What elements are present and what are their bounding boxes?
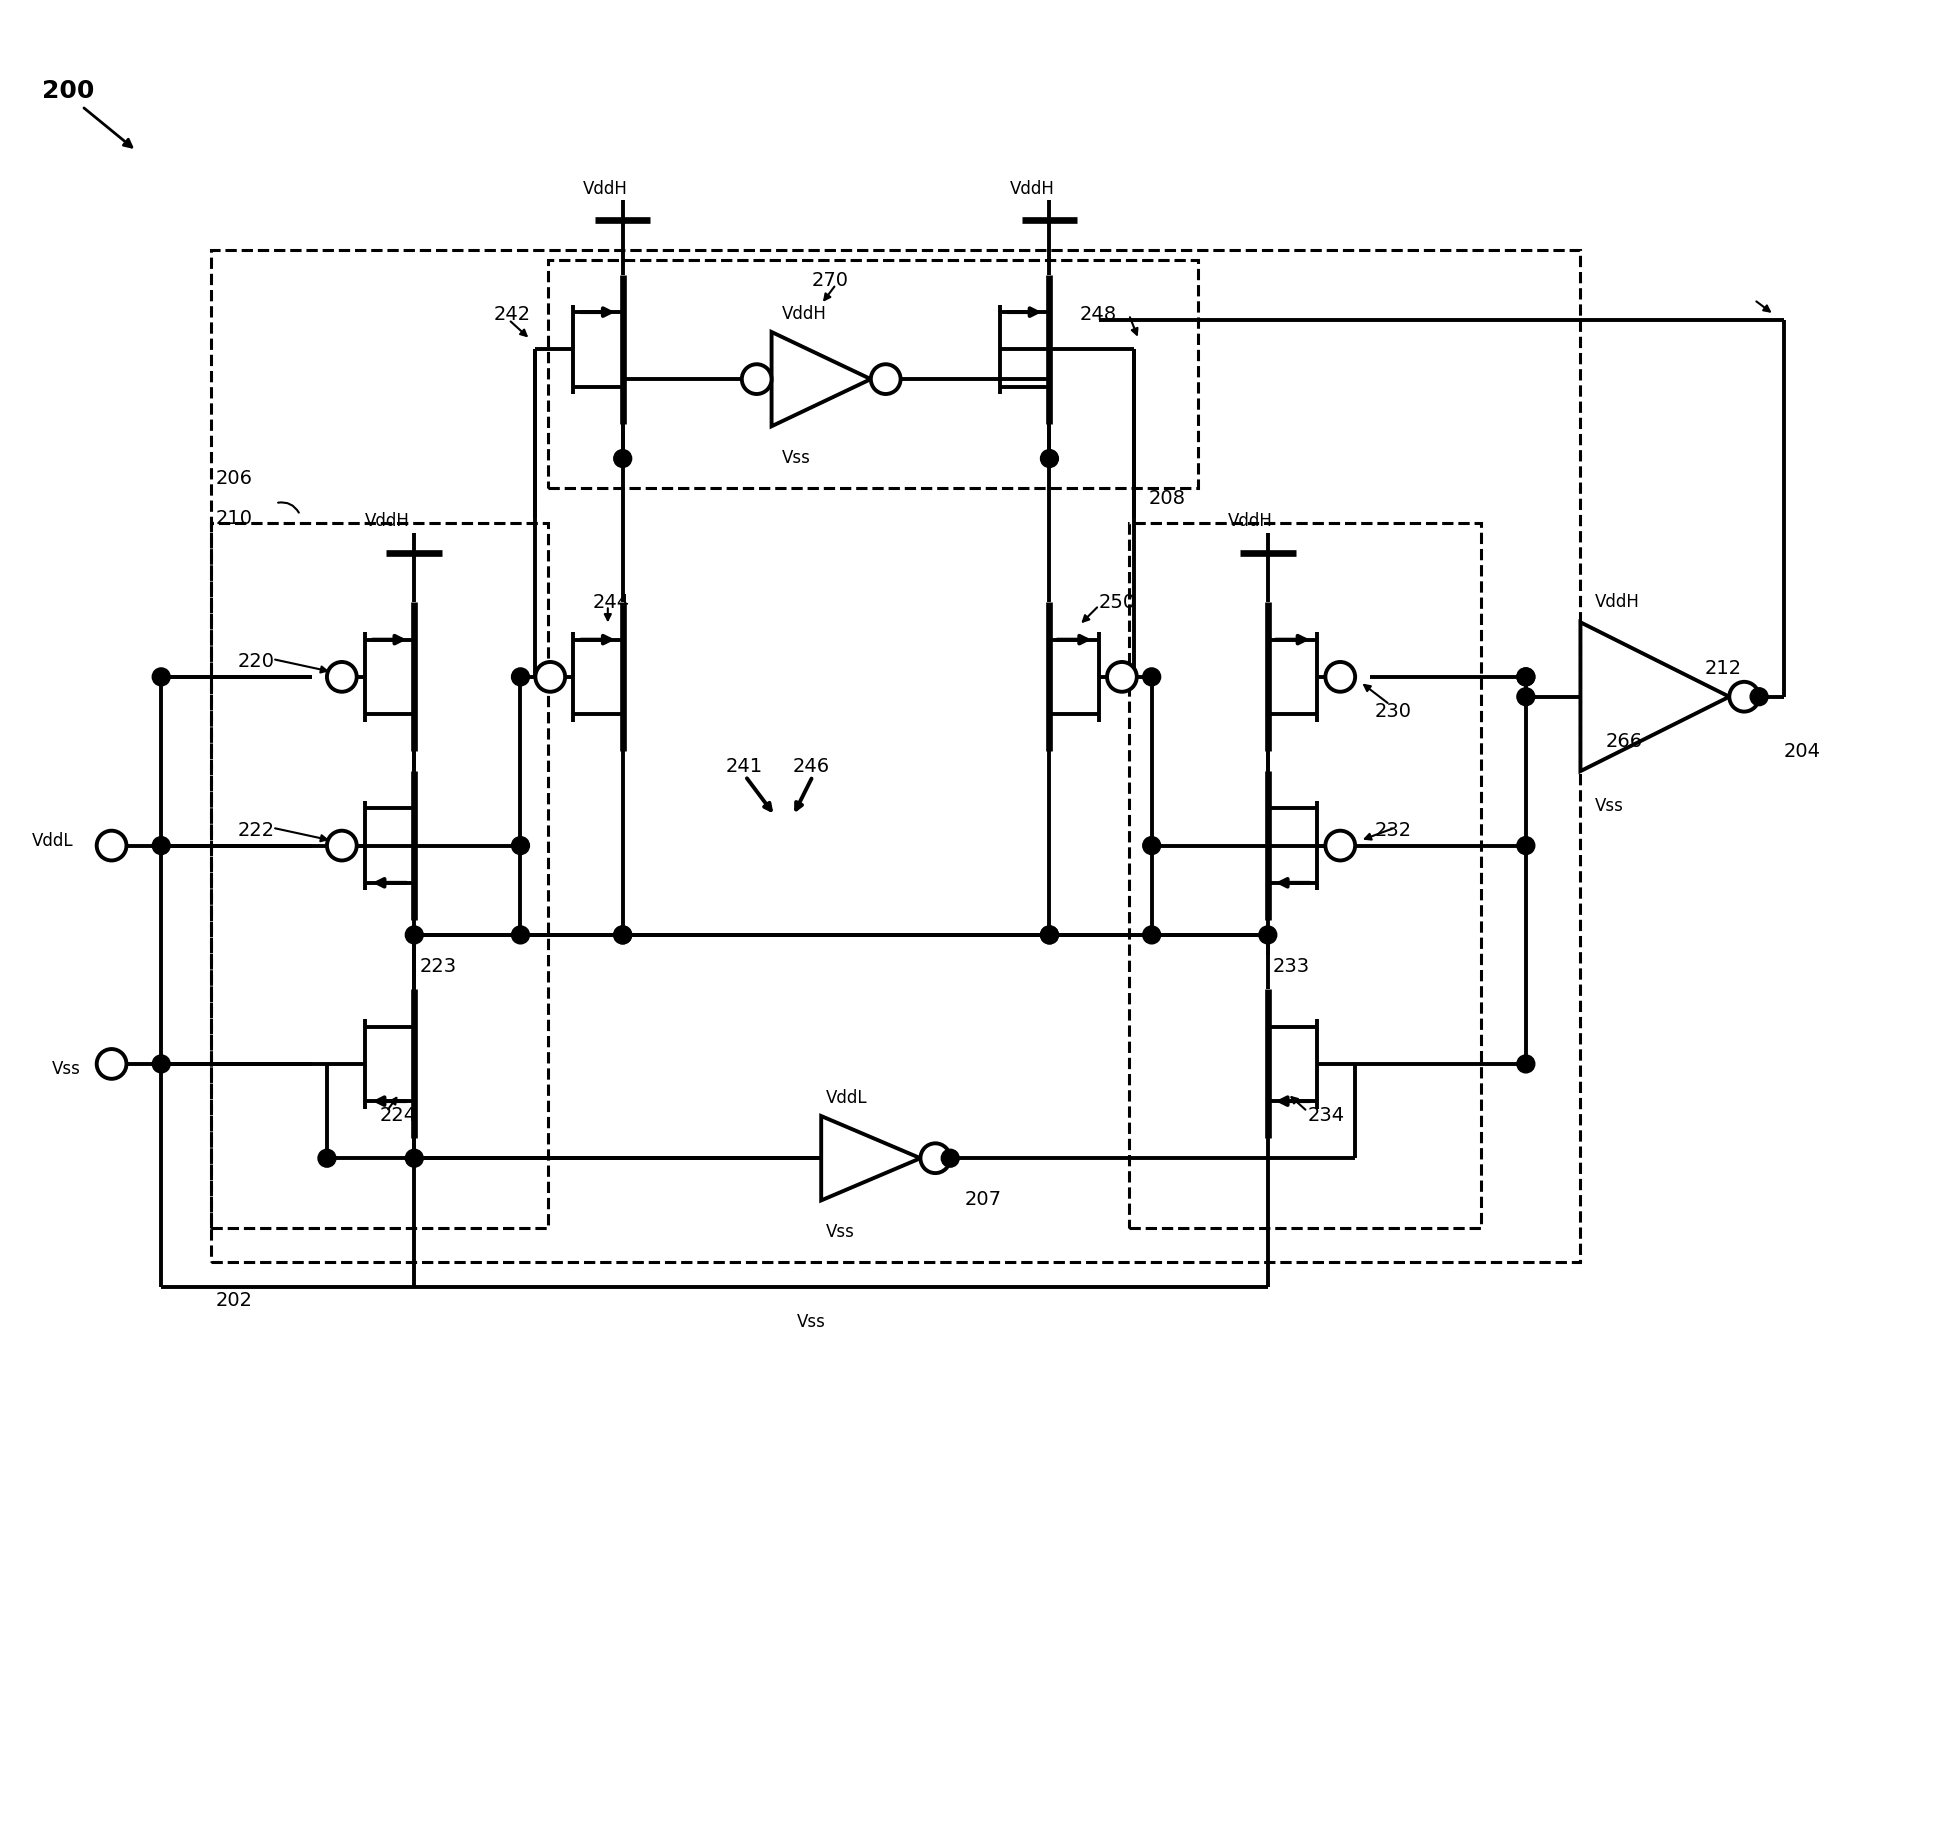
Text: 202: 202 xyxy=(215,1292,252,1310)
Text: 210: 210 xyxy=(215,509,252,528)
Bar xyxy=(211,251,1579,1262)
Text: 244: 244 xyxy=(593,592,630,613)
Text: 233: 233 xyxy=(1272,958,1309,976)
Circle shape xyxy=(327,662,356,692)
Text: 208: 208 xyxy=(1149,489,1186,507)
Text: 223: 223 xyxy=(419,958,456,976)
Circle shape xyxy=(96,830,127,860)
Text: VddH: VddH xyxy=(583,179,628,197)
Text: VddH: VddH xyxy=(1595,594,1640,611)
Circle shape xyxy=(1258,926,1276,945)
Bar xyxy=(211,522,548,1227)
Circle shape xyxy=(1143,926,1161,945)
Text: 266: 266 xyxy=(1605,732,1642,751)
Text: 200: 200 xyxy=(43,79,94,103)
Text: VddH: VddH xyxy=(1010,179,1055,197)
Text: Vss: Vss xyxy=(796,1314,826,1330)
Text: 206: 206 xyxy=(215,469,252,487)
Text: 250: 250 xyxy=(1098,592,1135,613)
Circle shape xyxy=(153,1055,170,1072)
Text: VddH: VddH xyxy=(1227,513,1272,530)
Circle shape xyxy=(1728,683,1757,712)
Circle shape xyxy=(941,1149,959,1168)
Circle shape xyxy=(613,450,632,467)
Circle shape xyxy=(96,1050,127,1079)
Circle shape xyxy=(1517,1055,1534,1072)
Text: 242: 242 xyxy=(493,304,530,325)
Text: 232: 232 xyxy=(1374,821,1411,839)
Circle shape xyxy=(317,1149,337,1168)
Circle shape xyxy=(405,1149,423,1168)
Circle shape xyxy=(1143,836,1161,854)
Text: VddL: VddL xyxy=(826,1089,867,1107)
Circle shape xyxy=(511,926,528,945)
Text: 204: 204 xyxy=(1783,742,1820,760)
Circle shape xyxy=(1039,450,1059,467)
Bar xyxy=(1129,522,1479,1227)
Text: 220: 220 xyxy=(237,653,274,672)
Circle shape xyxy=(511,836,528,854)
Circle shape xyxy=(1039,926,1059,945)
Circle shape xyxy=(742,363,771,395)
Circle shape xyxy=(1325,662,1354,692)
Circle shape xyxy=(1517,668,1534,686)
Circle shape xyxy=(871,363,900,395)
Text: 270: 270 xyxy=(810,271,847,290)
Circle shape xyxy=(534,662,566,692)
Text: VddH: VddH xyxy=(364,513,409,530)
Circle shape xyxy=(920,1144,949,1173)
Circle shape xyxy=(1517,836,1534,854)
Circle shape xyxy=(1039,926,1059,945)
Circle shape xyxy=(153,668,170,686)
Text: VddH: VddH xyxy=(781,304,826,323)
Circle shape xyxy=(153,836,170,854)
Text: 248: 248 xyxy=(1078,304,1115,325)
Circle shape xyxy=(613,926,632,945)
Circle shape xyxy=(327,830,356,860)
Text: 241: 241 xyxy=(724,756,761,775)
Circle shape xyxy=(1750,688,1767,705)
Circle shape xyxy=(613,926,632,945)
Bar xyxy=(548,260,1198,489)
Text: 207: 207 xyxy=(965,1190,1002,1208)
Text: 234: 234 xyxy=(1307,1105,1344,1125)
Circle shape xyxy=(1517,688,1534,705)
Circle shape xyxy=(1325,830,1354,860)
Circle shape xyxy=(1106,662,1137,692)
Text: 230: 230 xyxy=(1374,703,1411,721)
Text: 246: 246 xyxy=(793,756,830,775)
Text: Vss: Vss xyxy=(826,1223,855,1242)
Circle shape xyxy=(1517,668,1534,686)
Circle shape xyxy=(1143,668,1161,686)
Circle shape xyxy=(511,668,528,686)
Text: Vss: Vss xyxy=(1595,797,1624,815)
Text: Vss: Vss xyxy=(53,1059,80,1077)
Text: 222: 222 xyxy=(237,821,274,839)
Text: VddL: VddL xyxy=(31,832,74,849)
Text: Vss: Vss xyxy=(781,448,810,467)
Text: 212: 212 xyxy=(1705,659,1740,679)
Text: 224: 224 xyxy=(380,1105,417,1125)
Circle shape xyxy=(405,926,423,945)
